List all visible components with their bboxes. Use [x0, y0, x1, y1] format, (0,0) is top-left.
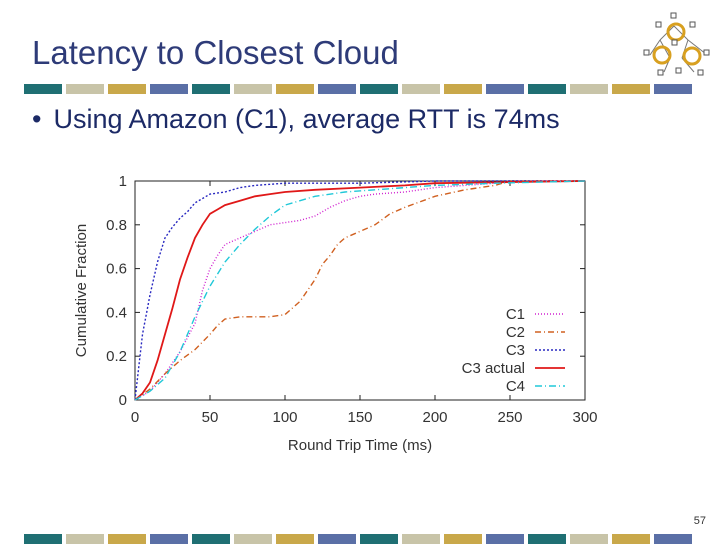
y-tick-label: 1 [119, 173, 127, 190]
decor-bar-segment [444, 534, 482, 544]
y-tick-label: 0.4 [106, 304, 127, 321]
legend-label: C3 [506, 342, 525, 359]
decor-bar-segment [192, 84, 230, 94]
decor-bar-segment [66, 84, 104, 94]
decor-bar-segment [24, 84, 62, 94]
legend-label: C3 actual [462, 360, 525, 377]
top-decor-bar [24, 84, 692, 94]
decor-bar-segment [486, 534, 524, 544]
legend-label: C1 [506, 306, 525, 323]
y-tick-label: 0.8 [106, 217, 127, 234]
decor-bar-segment [318, 534, 356, 544]
decor-bar-segment [192, 534, 230, 544]
decor-bar-segment [360, 84, 398, 94]
decor-bar-segment [486, 84, 524, 94]
cdf-chart: 0 50 100 150 200 250 300 0 0.2 0.4 0.6 0.8 1 Round Tr… [73, 173, 598, 454]
decor-bar-segment [402, 84, 440, 94]
slide-title: Latency to Closest Cloud [32, 34, 399, 71]
decor-bar-segment [234, 534, 272, 544]
page-number: 57 [693, 515, 706, 527]
decor-bar-segment [150, 84, 188, 94]
x-tick-label: 200 [422, 409, 447, 426]
legend-label: C4 [506, 378, 525, 395]
series-line-c3 [134, 180, 585, 401]
decor-bar-segment [402, 534, 440, 544]
decor-bar-segment [360, 534, 398, 544]
bullet-text: Using Amazon (C1), average RTT is 74ms [53, 104, 560, 134]
network-logo-icon [643, 12, 710, 76]
legend-label: C2 [506, 324, 525, 341]
decor-bar-segment [150, 534, 188, 544]
decor-bar-segment [570, 84, 608, 94]
x-tick-label: 300 [572, 409, 597, 426]
x-axis-label: Round Trip Time (ms) [288, 437, 432, 454]
y-tick-label: 0.2 [106, 348, 127, 365]
decor-bar-segment [654, 84, 692, 94]
y-tick-label: 0.6 [106, 261, 127, 278]
x-tick-label: 50 [202, 409, 219, 426]
decor-bar-segment [528, 84, 566, 94]
y-axis-label: Cumulative Fraction [73, 224, 90, 357]
x-tick-label: 100 [272, 409, 297, 426]
decor-bar-segment [612, 534, 650, 544]
decor-bar-segment [570, 534, 608, 544]
series-line-c1 [134, 180, 585, 401]
decor-bar-segment [24, 534, 62, 544]
x-tick-label: 250 [497, 409, 522, 426]
decor-bar-segment [234, 84, 272, 94]
decor-bar-segment [276, 534, 314, 544]
x-tick-label: 150 [347, 409, 372, 426]
y-tick-label: 0 [119, 392, 127, 409]
decor-bar-segment [612, 84, 650, 94]
decor-bar-segment [318, 84, 356, 94]
bullet-dot: • [32, 104, 42, 134]
decor-bar-segment [528, 534, 566, 544]
series-line-c3-actual [134, 180, 586, 401]
decor-bar-segment [108, 534, 146, 544]
series-line-c2 [134, 180, 585, 401]
bottom-decor-bar [24, 534, 692, 544]
x-tick-label: 0 [131, 409, 139, 426]
bullet-point: • Using Amazon (C1), average RTT is 74ms [32, 104, 560, 135]
decor-bar-segment [276, 84, 314, 94]
decor-bar-segment [66, 534, 104, 544]
decor-bar-segment [108, 84, 146, 94]
decor-bar-segment [444, 84, 482, 94]
decor-bar-segment [654, 534, 692, 544]
